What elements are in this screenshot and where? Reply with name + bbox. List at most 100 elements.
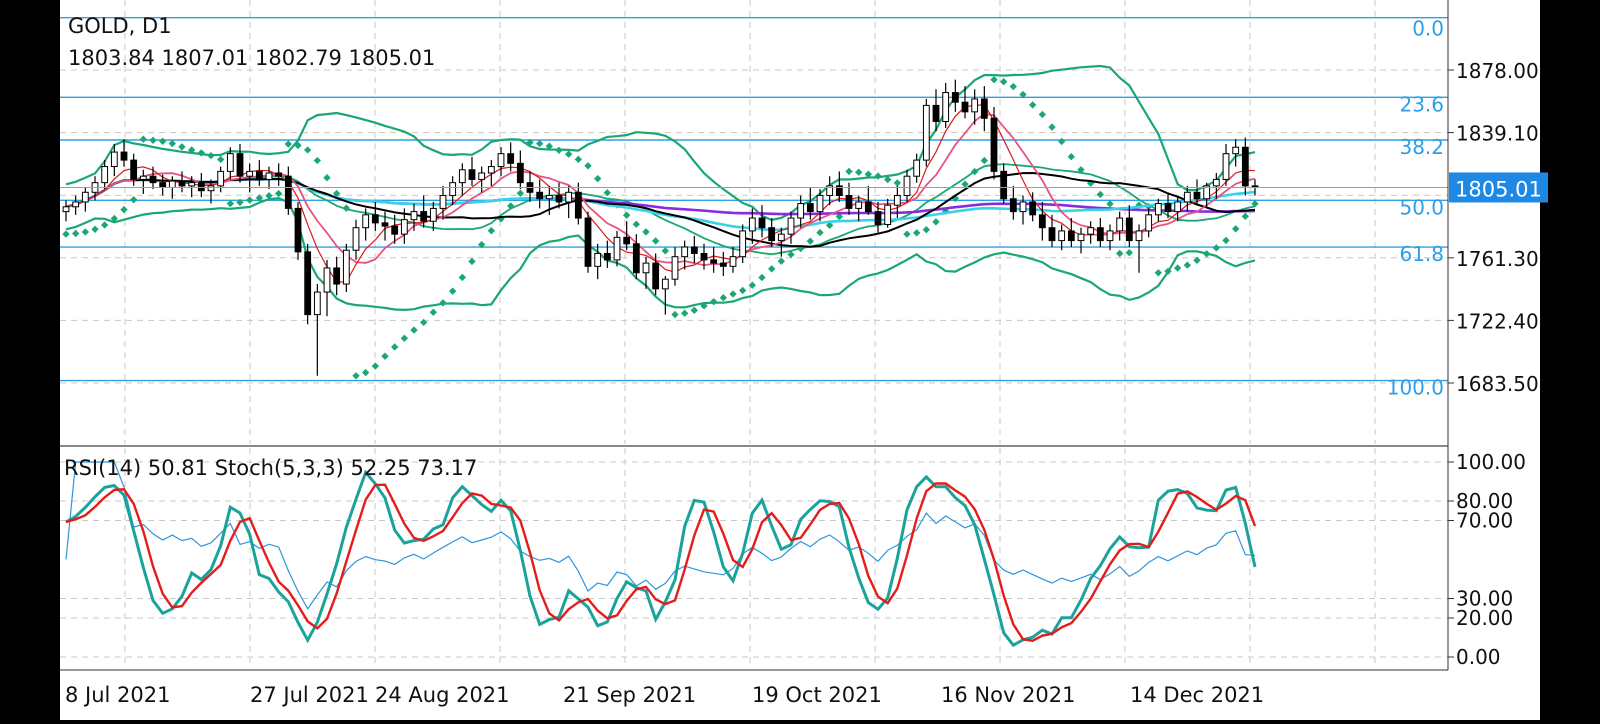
candle-body: [304, 251, 312, 316]
candle-body: [1164, 203, 1172, 213]
sar-dot: [555, 146, 563, 154]
bollinger-lower: [65, 197, 1256, 312]
sar-dot: [651, 237, 660, 245]
candle-body: [265, 172, 273, 180]
candle-body: [159, 182, 167, 188]
candle-body: [816, 195, 824, 213]
candle-body: [661, 278, 669, 290]
candle-body: [671, 256, 679, 280]
symbol-title: GOLD, D1: [68, 14, 172, 38]
candle-body: [1222, 153, 1230, 180]
sar-dot: [81, 228, 90, 236]
candle-body: [333, 267, 341, 285]
candle-body: [178, 180, 186, 187]
oscillator-tick-label: 20.00: [1456, 606, 1513, 630]
candle-body: [1116, 217, 1124, 232]
time-tick-label: 14 Dec 2021: [1130, 683, 1264, 707]
sar-dot: [990, 75, 998, 84]
candle-body: [971, 98, 979, 113]
price-tick-label: 1878.00: [1456, 59, 1539, 83]
candle-body: [362, 214, 370, 229]
candle-body: [1106, 230, 1114, 242]
oscillator-tick-label: 100.00: [1456, 450, 1526, 474]
candle-body: [603, 252, 611, 261]
sar-dot: [970, 167, 979, 176]
candle-body: [478, 172, 486, 180]
ma-red-line: [65, 104, 1256, 283]
time-tick-label: 24 Aug 2021: [375, 683, 510, 707]
candle-body: [990, 117, 998, 172]
fib-label: 50.0: [1399, 195, 1444, 219]
candle-body: [1212, 178, 1220, 187]
candle-body: [294, 207, 302, 253]
sar-dot: [439, 299, 447, 307]
sar-dot: [255, 194, 264, 202]
candle-body: [236, 153, 244, 177]
sar-dot: [458, 273, 466, 282]
candle-body: [226, 153, 234, 172]
oscillator-tick-label: 80.00: [1456, 489, 1513, 513]
sar-dot: [700, 302, 708, 310]
candle-body: [342, 249, 350, 285]
ma-black-line: [65, 171, 1256, 248]
sar-dot: [284, 140, 292, 148]
candle-body: [255, 170, 263, 180]
candle-body: [507, 153, 515, 164]
sar-dot: [72, 229, 80, 238]
candle-body: [758, 217, 766, 229]
candle-body: [874, 211, 882, 225]
bollinger-layer: [65, 64, 1256, 312]
sar-dot: [690, 306, 698, 315]
sar-dot: [1077, 166, 1085, 174]
candle-body: [864, 201, 872, 213]
candle-body: [439, 195, 447, 209]
candle-body: [787, 217, 795, 235]
stoch-signal-line: [65, 482, 1257, 642]
sar-dot: [768, 265, 776, 273]
candle-body: [168, 180, 176, 188]
moving-average-layer: [65, 104, 1256, 283]
candle-body: [855, 201, 863, 209]
sar-dot: [207, 151, 215, 160]
sar-dot: [961, 180, 969, 188]
sar-dot: [420, 318, 428, 327]
oscillator-tick-label: 0.00: [1456, 645, 1501, 669]
candle-body: [642, 262, 650, 274]
candle-body: [806, 203, 814, 213]
candle-body: [275, 172, 283, 177]
sar-dot: [313, 156, 322, 165]
candle-body: [1125, 217, 1133, 242]
candle-body: [1135, 230, 1143, 242]
sar-dot: [332, 189, 341, 198]
candle-body: [797, 203, 805, 219]
sar-dot: [710, 297, 718, 306]
sar-dot: [622, 211, 631, 219]
candle-body: [1232, 146, 1240, 155]
candle-body: [1183, 191, 1191, 203]
oscillator-tick-label: 70.00: [1456, 509, 1513, 533]
candle-body: [777, 233, 785, 242]
candle-body: [381, 222, 389, 227]
sar-dot: [874, 172, 882, 180]
rsi-line: [65, 461, 1256, 611]
candle-body: [536, 191, 544, 200]
candle-body: [951, 92, 959, 103]
sar-dot: [1212, 244, 1220, 252]
candle-body: [1048, 227, 1056, 242]
candle-body: [207, 185, 215, 192]
sar-dot: [980, 156, 989, 165]
sar-dot: [381, 352, 389, 360]
bollinger-middle: [65, 163, 1256, 256]
candle-body: [922, 104, 930, 161]
sar-dot: [468, 257, 476, 266]
candle-body: [1203, 185, 1211, 200]
sar-dot: [110, 214, 118, 223]
sar-dot: [777, 257, 785, 265]
sar-dot: [448, 287, 457, 295]
candle-body: [284, 175, 292, 209]
current-price-box: [1449, 172, 1548, 203]
candle-body: [72, 201, 80, 208]
sar-dot: [806, 237, 814, 245]
